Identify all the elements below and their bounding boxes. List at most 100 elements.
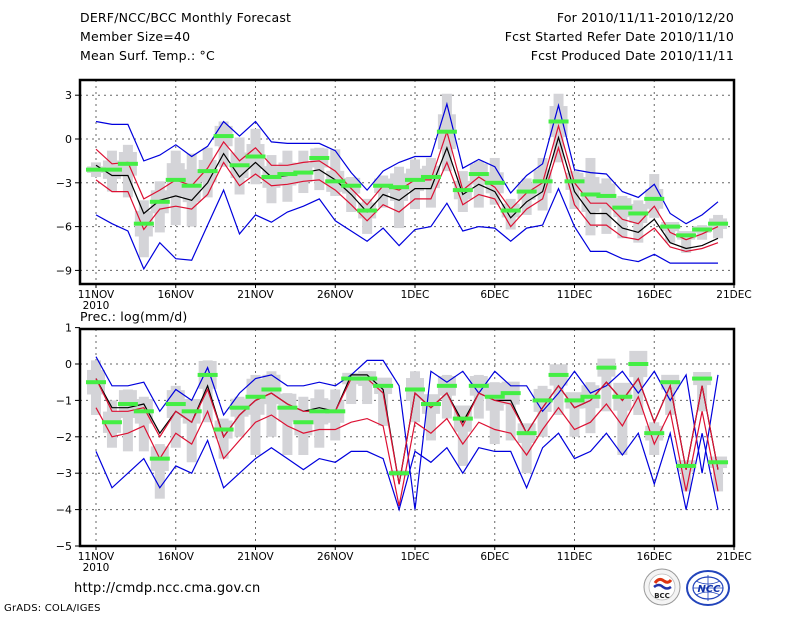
median-bar bbox=[420, 174, 441, 179]
x-tick-label: 16DEC bbox=[637, 289, 672, 301]
member-range-box bbox=[665, 382, 676, 415]
forecast-period: For 2010/11/11-2010/12/20 bbox=[556, 10, 734, 25]
median-bar bbox=[357, 208, 378, 213]
median-bar bbox=[564, 179, 585, 184]
median-bar bbox=[628, 362, 649, 366]
y-tick-label: −1 bbox=[56, 394, 72, 407]
median-bar bbox=[516, 431, 537, 436]
median-bar bbox=[373, 383, 394, 388]
member-range-box bbox=[378, 389, 389, 426]
x-year-label: 2010 bbox=[83, 300, 110, 312]
median-bar bbox=[117, 402, 138, 407]
median-bar bbox=[357, 376, 378, 381]
median-bar bbox=[548, 372, 569, 377]
member-range-box bbox=[425, 396, 436, 441]
median-bar bbox=[245, 394, 266, 399]
median-bar bbox=[676, 463, 697, 468]
median-bar bbox=[197, 372, 218, 377]
temperature-panel: 3 0 −3 −6 −9 11NOV 16NOV 21NOV 26NOV 1DEC 6DEC 11DE… bbox=[56, 78, 752, 312]
forecast-start-date: Fcst Started Refer Date 2010/11/10 bbox=[504, 29, 734, 44]
x-tick-label: 26NOV bbox=[317, 551, 354, 563]
median-bar bbox=[293, 170, 314, 175]
x-tick-label: 1DEC bbox=[401, 289, 430, 301]
member-range-box bbox=[489, 382, 500, 445]
median-bar bbox=[580, 192, 601, 197]
x-tick-label: 6DEC bbox=[480, 551, 509, 563]
y-tick-label: 0 bbox=[65, 133, 72, 146]
median-bar bbox=[405, 387, 425, 392]
member-range-box bbox=[282, 393, 293, 455]
forecast-produced-date: Fcst Produced Date 2010/11/11 bbox=[530, 48, 734, 63]
member-range-box bbox=[441, 374, 452, 419]
median-bar bbox=[213, 134, 234, 139]
member-range-box bbox=[553, 367, 564, 415]
plot-frame bbox=[78, 327, 736, 548]
median-bar bbox=[101, 167, 122, 172]
grads-credit: GrADS: COLA/IGES bbox=[4, 603, 101, 614]
precipitation-panel: 1 0 −1 −2 −3 −4 −5 11NOV 16NOV 21NOV 26NOV 1DEC 6DEC… bbox=[56, 322, 752, 574]
median-bar bbox=[692, 376, 713, 381]
y-tick-label: −3 bbox=[56, 177, 72, 190]
median-bar bbox=[612, 205, 633, 210]
median-bar bbox=[484, 394, 505, 399]
median-bar bbox=[436, 129, 457, 134]
y-tick-label: 3 bbox=[65, 89, 72, 102]
median-bar bbox=[596, 193, 617, 198]
median-bar bbox=[309, 155, 330, 160]
member-size: Member Size=40 bbox=[80, 29, 191, 44]
series-line-upper bbox=[95, 123, 719, 241]
median-bar bbox=[436, 383, 457, 388]
chart-title: DERF/NCC/BCC Monthly Forecast bbox=[80, 10, 292, 25]
x-tick-label: 21DEC bbox=[716, 289, 751, 301]
x-tick-label: 21NOV bbox=[237, 551, 274, 563]
median-bar bbox=[484, 180, 505, 185]
y-tick-label: −9 bbox=[56, 264, 72, 277]
x-tick-label: 26NOV bbox=[317, 289, 354, 301]
median-bar bbox=[165, 402, 186, 407]
median-bar bbox=[341, 183, 362, 188]
member-range-box bbox=[681, 465, 692, 492]
member-range-box bbox=[186, 407, 197, 463]
median-bar bbox=[325, 409, 346, 414]
median-bar bbox=[532, 179, 553, 184]
median-bar bbox=[133, 221, 154, 226]
median-bar bbox=[261, 387, 282, 392]
y-tick-label: 0 bbox=[65, 358, 72, 371]
series-line-min bbox=[95, 187, 718, 271]
median-bar bbox=[325, 179, 346, 184]
series-line-max bbox=[95, 101, 719, 225]
median-bar bbox=[516, 189, 537, 194]
median-bar bbox=[468, 383, 489, 388]
median-bar bbox=[548, 119, 569, 124]
member-range-box bbox=[314, 147, 325, 191]
member-range-box bbox=[154, 444, 165, 499]
median-bar bbox=[532, 398, 553, 403]
source-url[interactable]: http://cmdp.ncc.cma.gov.cn bbox=[74, 581, 261, 596]
median-bar bbox=[708, 221, 729, 226]
median-bar bbox=[452, 188, 473, 193]
series-line-min bbox=[95, 430, 719, 512]
median-bar bbox=[149, 456, 170, 461]
x-tick-label: 11NOV bbox=[78, 551, 115, 563]
member-range-box bbox=[234, 396, 245, 437]
median-bar bbox=[580, 394, 601, 399]
member-range-box bbox=[457, 407, 468, 466]
median-bar bbox=[500, 391, 521, 396]
variable-label-temp: Mean Surf. Temp.: °C bbox=[80, 48, 215, 63]
median-bar bbox=[452, 416, 473, 421]
median-bar bbox=[86, 380, 106, 385]
median-bar bbox=[405, 177, 425, 182]
bcc-logo-text: BCC bbox=[654, 592, 670, 600]
y-tick-label: −2 bbox=[56, 431, 72, 444]
median-bar bbox=[660, 224, 681, 229]
series-line-mean bbox=[95, 135, 719, 250]
median-bar bbox=[86, 167, 106, 172]
plot-frame bbox=[78, 78, 736, 286]
x-tick-label: 1DEC bbox=[401, 551, 430, 563]
member-range-box bbox=[122, 389, 133, 452]
x-tick-label: 21DEC bbox=[716, 551, 751, 563]
median-bar bbox=[293, 420, 314, 425]
median-bar bbox=[229, 163, 250, 168]
median-bar bbox=[676, 233, 697, 238]
